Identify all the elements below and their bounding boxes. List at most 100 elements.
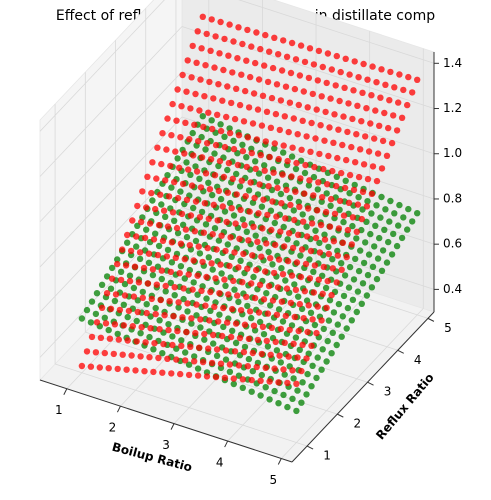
data-point-series-1	[88, 333, 96, 341]
data-point-series-1	[229, 305, 236, 313]
data-point-series-0	[328, 350, 335, 357]
data-point-series-1	[279, 171, 286, 178]
data-point-series-0	[245, 355, 253, 363]
z-tick-label: 0.6	[443, 237, 462, 251]
data-point-series-1	[368, 92, 375, 99]
data-point-series-1	[319, 63, 326, 71]
data-point-series-0	[169, 333, 176, 340]
data-point-series-0	[124, 313, 131, 321]
data-point-series-1	[119, 351, 126, 358]
data-point-series-0	[117, 268, 125, 275]
data-point-series-1	[101, 349, 109, 357]
data-point-series-0	[205, 254, 212, 261]
data-point-series-0	[248, 388, 255, 395]
data-point-series-1	[221, 276, 228, 283]
data-point-series-1	[286, 326, 293, 334]
data-point-series-0	[162, 213, 169, 220]
data-point-series-1	[177, 134, 184, 141]
data-point-series-1	[193, 59, 200, 66]
data-point-series-1	[236, 334, 244, 342]
data-point-series-1	[346, 171, 354, 179]
data-point-series-0	[377, 214, 384, 221]
data-point-series-1	[217, 127, 225, 135]
data-point-series-1	[272, 241, 279, 249]
data-point-series-1	[264, 78, 272, 86]
data-point-series-1	[134, 202, 141, 210]
data-point-series-1	[260, 196, 267, 203]
data-point-series-1	[335, 126, 342, 133]
data-point-series-1	[256, 281, 264, 288]
data-point-series-0	[260, 331, 268, 338]
data-point-series-1	[320, 165, 327, 173]
grid-line-y	[54, 363, 308, 447]
data-point-series-1	[286, 99, 294, 106]
data-point-series-1	[282, 83, 290, 90]
data-point-series-1	[272, 110, 280, 118]
data-point-series-1	[267, 351, 274, 358]
data-point-series-1	[97, 334, 105, 341]
data-point-series-1	[309, 90, 316, 98]
data-point-series-1	[278, 67, 286, 74]
data-point-series-1	[243, 293, 250, 301]
data-point-series-1	[133, 338, 140, 345]
data-point-series-1	[248, 43, 255, 50]
data-point-series-1	[143, 204, 150, 211]
data-point-series-1	[110, 350, 118, 358]
data-point-series-1	[125, 307, 133, 315]
data-point-series-1	[181, 256, 188, 263]
data-point-series-1	[404, 101, 411, 109]
data-point-series-0	[185, 361, 193, 368]
data-point-series-1	[191, 228, 198, 235]
data-point-series-1	[231, 348, 239, 355]
data-point-series-1	[129, 217, 136, 224]
data-point-series-1	[293, 259, 301, 266]
data-point-series-1	[295, 231, 302, 238]
data-point-series-1	[225, 52, 232, 59]
data-point-series-1	[253, 136, 261, 143]
data-point-series-0	[243, 228, 250, 235]
data-point-series-1	[195, 138, 202, 145]
data-point-series-0	[348, 317, 355, 324]
data-point-series-1	[268, 226, 275, 234]
data-point-series-0	[183, 233, 191, 241]
data-point-series-1	[243, 57, 250, 64]
data-point-series-0	[179, 221, 187, 228]
data-point-series-1	[346, 71, 353, 78]
data-point-series-0	[124, 239, 131, 246]
data-point-series-0	[383, 259, 391, 266]
data-point-series-0	[194, 291, 201, 298]
data-point-series-1	[205, 109, 212, 116]
data-point-series-1	[150, 236, 158, 243]
data-point-series-1	[308, 119, 315, 127]
data-point-series-0	[222, 282, 229, 289]
data-point-series-1	[270, 269, 278, 277]
data-point-series-1	[193, 301, 200, 308]
z-tick-label: 1.4	[443, 56, 462, 70]
x-tick	[277, 458, 282, 465]
data-point-series-1	[390, 112, 397, 119]
data-point-series-1	[237, 206, 244, 214]
data-point-series-0	[350, 276, 358, 283]
z-tick-label: 0.8	[443, 191, 462, 205]
data-point-series-1	[234, 292, 241, 299]
data-point-series-1	[323, 79, 330, 87]
data-point-series-1	[284, 157, 291, 165]
data-point-series-1	[360, 60, 367, 68]
data-point-series-0	[404, 226, 411, 233]
data-point-series-1	[176, 270, 183, 277]
data-point-series-1	[96, 364, 104, 371]
data-point-series-1	[165, 326, 172, 334]
data-point-series-1	[158, 160, 165, 168]
data-point-series-1	[167, 268, 174, 276]
data-point-series-0	[338, 333, 345, 340]
data-point-series-0	[243, 154, 250, 161]
data-point-series-1	[258, 350, 265, 358]
data-point-series-1	[337, 68, 344, 76]
data-point-series-0	[340, 292, 348, 300]
data-point-series-1	[209, 125, 216, 133]
data-point-series-1	[331, 111, 338, 118]
data-point-series-1	[372, 107, 379, 114]
data-point-series-0	[297, 252, 304, 259]
data-point-series-1	[281, 339, 288, 346]
data-point-series-1	[313, 106, 320, 113]
